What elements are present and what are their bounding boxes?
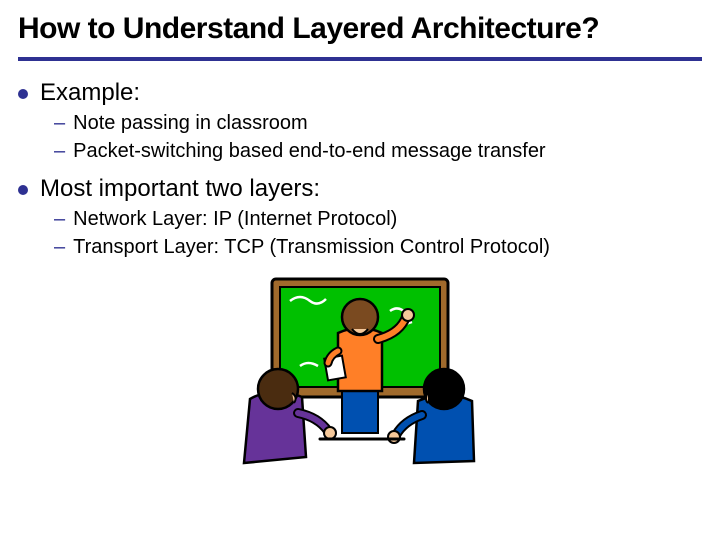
sub-list: – Network Layer: IP (Internet Protocol) … — [54, 205, 702, 261]
slide-title: How to Understand Layered Architecture? — [0, 0, 720, 53]
sub-item: – Note passing in classroom — [54, 109, 702, 137]
sub-text: Packet-switching based end-to-end messag… — [73, 137, 545, 165]
sub-text: Transport Layer: TCP (Transmission Contr… — [73, 233, 550, 261]
sub-item: – Packet-switching based end-to-end mess… — [54, 137, 702, 165]
sub-item: – Transport Layer: TCP (Transmission Con… — [54, 233, 702, 261]
slide-content: Example: – Note passing in classroom – P… — [0, 61, 720, 471]
bullet-marker-icon — [18, 89, 28, 99]
sub-item: – Network Layer: IP (Internet Protocol) — [54, 205, 702, 233]
sub-text: Note passing in classroom — [73, 109, 308, 137]
bullet-item: Most important two layers: — [18, 175, 702, 203]
classroom-illustration — [230, 271, 490, 471]
sub-list: – Note passing in classroom – Packet-swi… — [54, 109, 702, 165]
dash-icon: – — [54, 109, 65, 137]
bullet-marker-icon — [18, 185, 28, 195]
bullet-text: Example: — [40, 79, 140, 107]
bullet-text: Most important two layers: — [40, 175, 320, 203]
bullet-item: Example: — [18, 79, 702, 107]
dash-icon: – — [54, 205, 65, 233]
dash-icon: – — [54, 137, 65, 165]
dash-icon: – — [54, 233, 65, 261]
illustration-container — [18, 271, 702, 471]
sub-text: Network Layer: IP (Internet Protocol) — [73, 205, 397, 233]
